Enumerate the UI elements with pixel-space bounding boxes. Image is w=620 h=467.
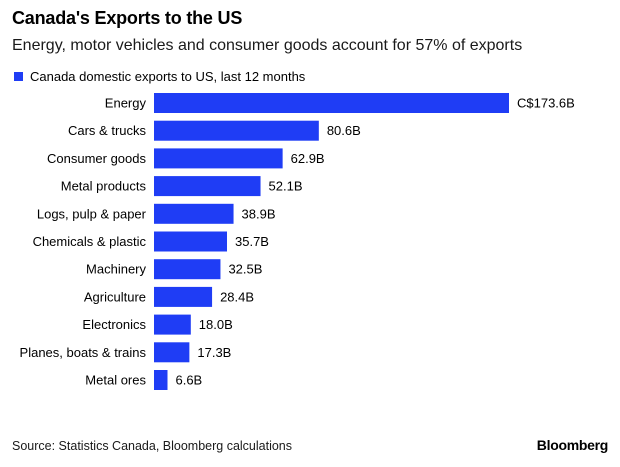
bar [154,370,168,390]
value-label: 62.9B [291,151,325,166]
chart-subtitle: Energy, motor vehicles and consumer good… [12,37,523,54]
category-label: Agriculture [84,289,146,304]
category-label: Machinery [86,262,146,277]
bar [154,148,283,169]
category-label: Cars & trucks [68,123,147,138]
bar-chart: Energy C$173.6B Cars & trucks 80.6B Consumer… [20,93,575,390]
category-label: Consumer goods [47,151,146,166]
chart-title: Canada's Exports to the US [12,8,243,28]
value-label: 35.7B [235,234,269,249]
category-label: Electronics [82,317,146,332]
bar [154,120,319,141]
bar [154,286,213,307]
category-label: Metal ores [85,373,146,388]
bar [154,342,190,363]
value-label: C$173.6B [517,96,575,111]
value-label: 18.0B [199,317,233,332]
value-label: 52.1B [269,179,303,194]
value-label: 6.6B [175,373,202,388]
value-label: 80.6B [327,123,361,138]
bar [154,176,261,197]
value-label: 28.4B [220,289,254,304]
category-label: Logs, pulp & paper [37,206,147,221]
legend-label: Canada domestic exports to US, last 12 m… [30,69,306,84]
value-label: 38.9B [242,206,276,221]
value-label: 17.3B [197,345,231,360]
bar [154,231,228,252]
category-label: Chemicals & plastic [33,234,147,249]
bar [154,93,509,113]
chart-legend: Canada domestic exports to US, last 12 m… [14,69,305,84]
category-label: Planes, boats & trains [20,345,147,360]
legend-swatch [14,72,23,81]
bar [154,203,234,224]
bloomberg-logo: Bloomberg [536,437,609,453]
category-label: Energy [105,96,147,111]
bar [154,314,191,335]
source-note: Source: Statistics Canada, Bloomberg cal… [12,439,293,453]
value-label: 32.5B [228,262,262,277]
bar [154,259,221,280]
category-label: Metal products [61,179,147,194]
